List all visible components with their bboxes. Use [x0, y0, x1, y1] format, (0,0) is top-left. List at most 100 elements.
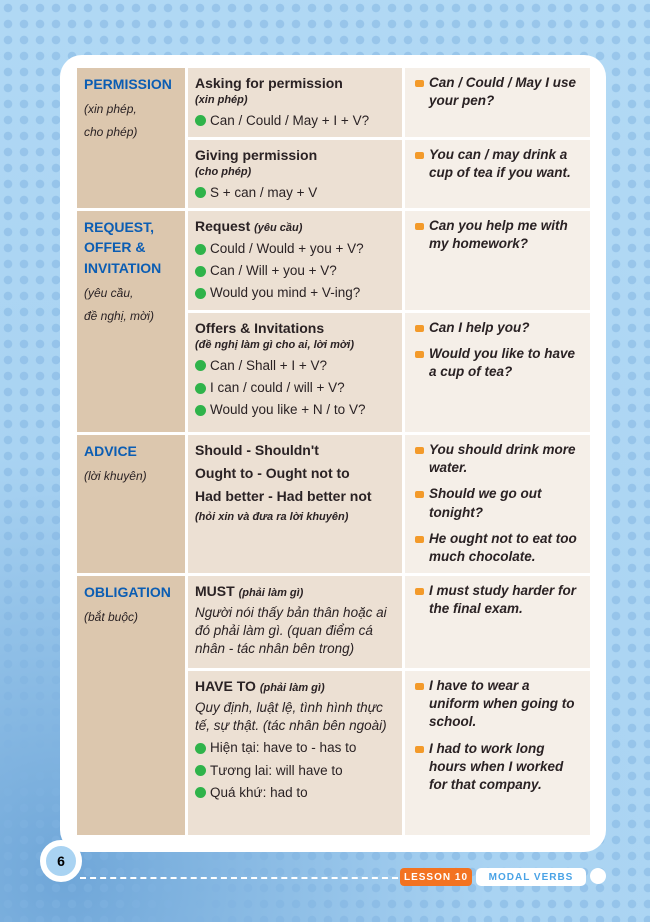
section-title: ADVICE [84, 443, 137, 459]
structure-cell: HAVE TO (phải làm gì) Quy định, luật lệ, … [188, 671, 402, 835]
end-circle [590, 868, 606, 884]
formula-item: Would you like + N / to V? [195, 401, 395, 419]
formula-text: Would you like + N / to V? [210, 402, 366, 418]
example-bullet-icon [415, 588, 424, 595]
structure-heading: HAVE TO (phải làm gì) [195, 677, 395, 696]
example-item: Would you like to have a cup of tea? [415, 345, 583, 381]
formula-text: S + can / may + V [210, 184, 318, 200]
formula-text: Hiện tại: have to - has to [210, 740, 357, 756]
example-item: I have to wear a uniform when going to s… [415, 677, 583, 732]
section-subtitle: (xin phép, cho phép) [84, 98, 178, 144]
bullet-dot-icon [195, 404, 206, 416]
example-item: Can you help me with my homework? [415, 217, 583, 253]
structure-cell: Offers & Invitations (đề nghị làm gì cho … [188, 313, 402, 432]
section-label-cell: PERMISSION (xin phép, cho phép) [77, 68, 185, 208]
example-item: Can / Could / May I use your pen? [415, 74, 583, 110]
section-label-cell: ADVICE (lời khuyên) [77, 435, 185, 573]
heading-note: (yêu cầu) [254, 222, 303, 234]
structure-line: Ought to - Ought not to [195, 464, 350, 481]
structure-note: (cho phép) [195, 165, 252, 178]
example-text: You should drink more water. [429, 442, 576, 476]
example-item: You can / may drink a cup of tea if you … [415, 146, 583, 182]
bullet-dot-icon [195, 187, 206, 199]
structure-description: Người nói thấy bản thân hoặc ai đó phải … [195, 604, 387, 657]
heading-note: (phải làm gì) [259, 682, 325, 694]
structure-note: (đề nghị làm gì cho ai, lời mời) [195, 338, 355, 351]
formula-item: Could / Would + you + V? [195, 240, 395, 258]
example-item: Can I help you? [415, 319, 583, 337]
example-bullet-icon [415, 745, 424, 753]
examples-cell: You can / may drink a cup of tea if you … [405, 140, 590, 208]
formula-text: I can / could / will + V? [210, 379, 345, 395]
structure-note: (hỏi xin và đưa ra lời khuyên) [195, 510, 349, 523]
structure-heading: Asking for permission [195, 74, 395, 93]
example-text: Can you help me with my homework? [429, 218, 568, 252]
heading-note: (phải làm gì) [238, 587, 304, 599]
example-text: He ought not to eat too much chocolate. [429, 530, 577, 565]
structure-cell: Request (yêu cầu) Could / Would + you + V… [188, 211, 402, 310]
structure-cell: Should - Shouldn't Ought to - Ought not t… [188, 435, 402, 573]
heading-text: Giving permission [195, 147, 318, 163]
structure-cell: Asking for permission (xin phép) Can / Cou… [188, 68, 402, 137]
example-item: He ought not to eat too much chocolate. [415, 530, 583, 566]
formula-item: Quá khứ: had to [195, 784, 395, 802]
bullet-dot-icon [195, 265, 206, 277]
formula-text: Quá khứ: had to [210, 784, 308, 800]
heading-text: HAVE TO [195, 678, 256, 694]
examples-cell: Can / Could / May I use your pen? [405, 68, 590, 137]
formula-item: Tương lai: will have to [195, 762, 395, 780]
example-item: Should we go out tonight? [415, 485, 583, 521]
section-subtitle: (lời khuyên) [84, 465, 178, 488]
examples-cell: You should drink more water. Should we go… [405, 435, 590, 573]
dashed-divider [80, 877, 398, 879]
example-text: Would you like to have a cup of tea? [429, 346, 576, 380]
heading-text: Asking for permission [195, 75, 343, 91]
structure-cell: Giving permission (cho phép) S + can / may… [188, 140, 402, 208]
section-subtitle: (yêu cầu, đề nghị, mời) [84, 282, 178, 328]
bullet-dot-icon [195, 765, 206, 777]
example-text: I must study harder for the final exam. [429, 583, 577, 617]
example-text: Should we go out tonight? [429, 486, 542, 520]
section-subtitle-line: đề nghị, mời) [84, 308, 154, 323]
structure-heading: Giving permission [195, 146, 395, 165]
example-bullet-icon [415, 535, 424, 543]
example-bullet-icon [415, 152, 424, 159]
example-item: I must study harder for the final exam. [415, 582, 583, 618]
formula-item: Hiện tại: have to - has to [195, 739, 395, 757]
section-subtitle-line: (xin phép, [84, 102, 137, 117]
bullet-dot-icon [195, 243, 206, 255]
heading-text: Offers & Invitations [195, 320, 325, 336]
example-bullet-icon [415, 447, 424, 454]
formula-item: S + can / may + V [195, 184, 395, 202]
formula-item: Can / Could / May + I + V? [195, 112, 395, 130]
examples-cell: I have to wear a uniform when going to s… [405, 671, 590, 835]
section-subtitle: (bắt buộc) [84, 606, 178, 629]
section-title: OBLIGATION [84, 584, 171, 600]
example-text: You can / may drink a cup of tea if you … [429, 147, 571, 181]
lesson-badge: LESSON 10 [400, 868, 472, 886]
example-item: I had to work long hours when I worked f… [415, 740, 583, 795]
bullet-dot-icon [195, 382, 206, 394]
structure-line: Had better - Had better not [195, 487, 372, 504]
bullet-dot-icon [195, 115, 206, 127]
heading-text: MUST [195, 583, 235, 599]
example-text: I had to work long hours when I worked f… [429, 740, 564, 793]
formula-item: Can / Will + you + V? [195, 262, 395, 280]
formula-text: Could / Would + you + V? [210, 240, 364, 256]
section-title: REQUEST, OFFER & INVITATION [84, 219, 162, 276]
example-text: I have to wear a uniform when going to s… [429, 678, 575, 730]
formula-item: Would you mind + V-ing? [195, 284, 395, 302]
structure-heading: MUST (phải làm gì) [195, 582, 395, 601]
topic-badge: MODAL VERBS [476, 868, 586, 886]
example-bullet-icon [415, 683, 424, 690]
formula-text: Would you mind + V-ing? [210, 285, 361, 301]
examples-cell: Can I help you? Would you like to have a … [405, 313, 590, 432]
structure-note: (xin phép) [195, 93, 248, 106]
bullet-dot-icon [195, 742, 206, 754]
example-text: Can / Could / May I use your pen? [429, 75, 577, 109]
bullet-dot-icon [195, 287, 206, 299]
formula-item: Can / Shall + I + V? [195, 357, 395, 375]
section-subtitle-line: (bắt buộc) [84, 610, 139, 625]
heading-text: Request [195, 218, 251, 234]
example-bullet-icon [415, 80, 424, 87]
